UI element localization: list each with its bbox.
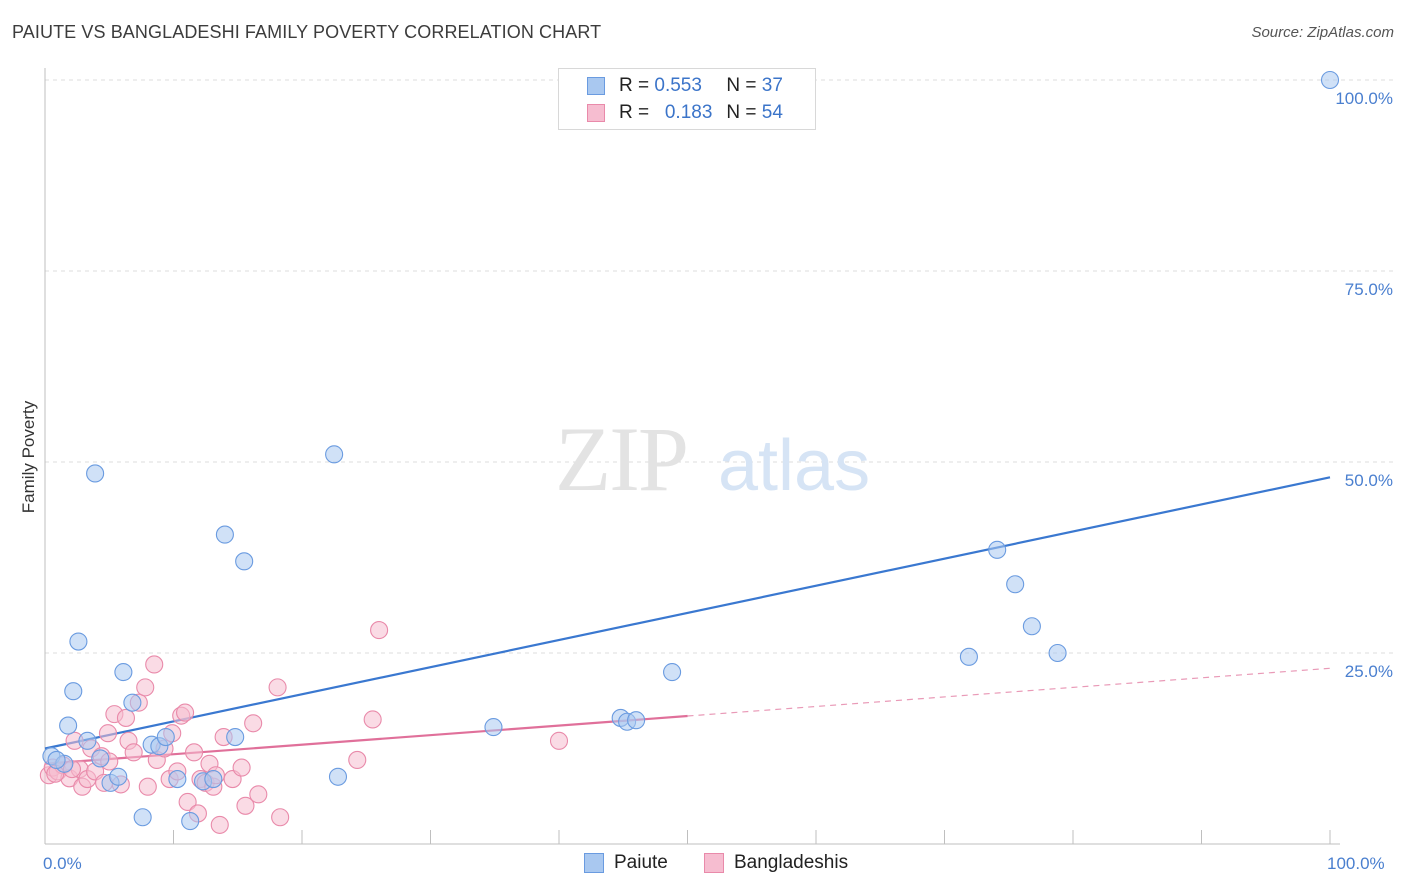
point-paiute [1022, 617, 1041, 636]
point-paiute [133, 808, 152, 827]
point-paiute [64, 682, 83, 701]
point-bangladeshis [178, 792, 197, 812]
point-paiute [168, 770, 187, 789]
point-paiute [627, 711, 646, 730]
point-paiute [226, 727, 245, 747]
watermark-atlas: atlas [718, 426, 870, 506]
y-tick-label: 50.0% [1345, 471, 1393, 490]
series-swatch-bangladeshis [704, 853, 724, 873]
point-bangladeshis [370, 621, 389, 640]
x-tick-marks [44, 830, 1331, 844]
legend-n-value: 37 [761, 75, 783, 96]
point-paiute [328, 767, 348, 786]
point-paiute [215, 525, 234, 544]
point-bangladeshis [138, 777, 157, 796]
y-tick-label: 100.0% [1335, 89, 1393, 108]
legend-r-label: R = [619, 75, 650, 96]
point-paiute [156, 727, 175, 747]
point-paiute [91, 749, 110, 768]
series-label-paiute: Paiute [614, 852, 668, 873]
point-paiute [59, 716, 78, 735]
series-legend-paiute: Paiute [584, 852, 668, 874]
point-paiute [1320, 70, 1340, 90]
legend-swatch-bangladeshis [587, 104, 605, 122]
point-bangladeshis [210, 815, 229, 834]
point-paiute [325, 445, 344, 464]
point-paiute [1006, 575, 1025, 594]
point-paiute [123, 693, 142, 712]
point-paiute [86, 464, 105, 483]
point-bangladeshis [98, 724, 118, 743]
legend-row-paiute: R = 0.553 N = 37 [559, 73, 783, 99]
legend-r-label: R = [619, 102, 650, 123]
point-paiute [484, 718, 503, 737]
point-paiute [959, 647, 978, 666]
point-bangladeshis [249, 785, 268, 804]
point-bangladeshis [363, 710, 382, 729]
point-bangladeshis [145, 655, 164, 674]
series-legend: Paiute Bangladeshis [0, 850, 1406, 878]
x-tick-label-min: 0.0% [43, 854, 82, 873]
y-tick-label: 75.0% [1345, 280, 1393, 299]
legend-n-label: N = [726, 75, 757, 96]
point-paiute [204, 770, 223, 789]
point-paiute [663, 663, 682, 682]
x-tick-label-max: 100.0% [1327, 854, 1385, 873]
point-bangladeshis [176, 703, 195, 722]
point-paiute [1048, 643, 1067, 663]
point-bangladeshis [271, 808, 290, 827]
point-bangladeshis [116, 708, 136, 727]
point-bangladeshis [244, 714, 263, 733]
series-swatch-paiute [584, 853, 604, 873]
legend-row-bangladeshis: R = 0.183 N = 54 [559, 100, 783, 126]
trend-line-paiute [44, 476, 1331, 750]
y-tick-label: 25.0% [1345, 662, 1393, 681]
point-bangladeshis [236, 796, 255, 815]
y-tick-labels: 25.0% 50.0% 75.0% 100.0% [1335, 89, 1393, 681]
legend-swatch-paiute [587, 77, 605, 95]
point-paiute [114, 663, 133, 682]
point-paiute [47, 750, 66, 770]
point-paiute [69, 632, 88, 651]
legend-r-value: 0.553 [654, 75, 702, 96]
source-label: Source: ZipAtlas.com [1251, 24, 1394, 41]
point-paiute [181, 812, 200, 831]
point-paiute [78, 731, 97, 750]
watermark-zip: ZIP [555, 408, 687, 510]
point-bangladeshis [549, 731, 569, 750]
point-paiute [109, 767, 128, 786]
point-paiute [235, 552, 254, 571]
legend-r-value: 0.183 [664, 102, 713, 123]
point-bangladeshis [232, 758, 251, 777]
point-paiute [988, 540, 1007, 559]
point-bangladeshis [348, 750, 367, 770]
trend-line-extension-bangladeshis [687, 667, 1331, 717]
watermark: ZIP atlas [555, 408, 870, 510]
data-points [39, 70, 1340, 834]
trend-lines [44, 476, 1331, 765]
correlation-legend: R = 0.553 N = 37 R = 0.183 N = 54 [558, 68, 816, 130]
point-bangladeshis [136, 678, 155, 697]
point-bangladeshis [185, 743, 204, 762]
chart-title: PAIUTE VS BANGLADESHI FAMILY POVERTY COR… [12, 22, 602, 42]
y-axis-label: Family Poverty [19, 400, 38, 513]
point-bangladeshis [268, 678, 287, 697]
point-bangladeshis [124, 743, 143, 762]
legend-n-label: N = [726, 102, 757, 123]
series-label-bangladeshis: Bangladeshis [734, 852, 849, 873]
series-legend-bangladeshis: Bangladeshis [704, 852, 848, 874]
legend-n-value: 54 [761, 102, 783, 123]
